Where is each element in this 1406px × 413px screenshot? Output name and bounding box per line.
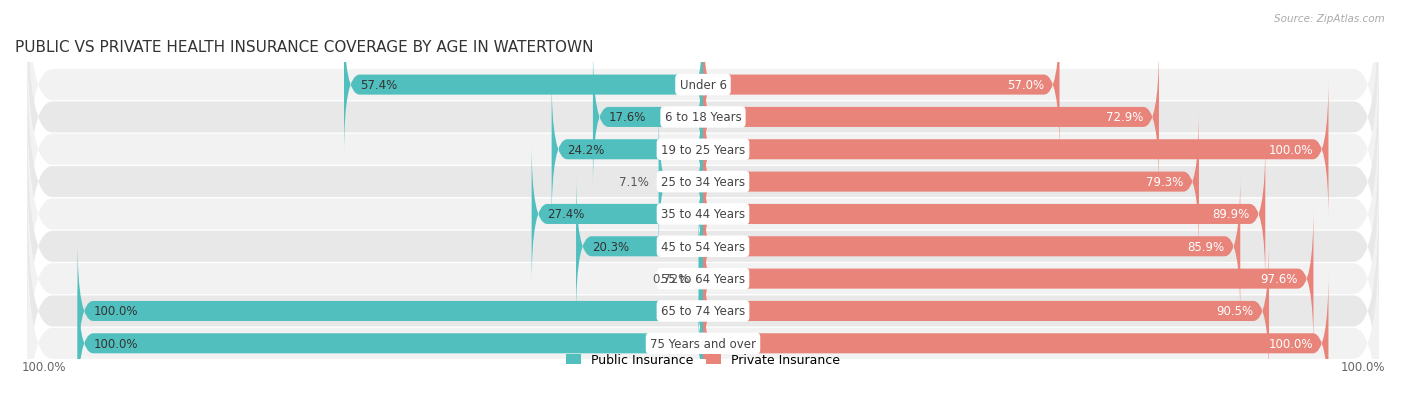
- FancyBboxPatch shape: [703, 273, 1329, 413]
- FancyBboxPatch shape: [703, 15, 1060, 156]
- FancyBboxPatch shape: [28, 230, 1378, 413]
- Text: 7.1%: 7.1%: [619, 176, 650, 189]
- FancyBboxPatch shape: [593, 47, 703, 188]
- Text: 100.0%: 100.0%: [1340, 360, 1385, 373]
- Text: 6 to 18 Years: 6 to 18 Years: [665, 111, 741, 124]
- FancyBboxPatch shape: [703, 240, 1270, 382]
- FancyBboxPatch shape: [28, 165, 1378, 392]
- Text: 57.0%: 57.0%: [1007, 79, 1043, 92]
- FancyBboxPatch shape: [28, 36, 1378, 263]
- Text: 25 to 34 Years: 25 to 34 Years: [661, 176, 745, 189]
- Legend: Public Insurance, Private Insurance: Public Insurance, Private Insurance: [561, 348, 845, 371]
- FancyBboxPatch shape: [28, 133, 1378, 360]
- Text: 97.6%: 97.6%: [1260, 273, 1298, 285]
- Text: 100.0%: 100.0%: [93, 337, 138, 350]
- Text: 79.3%: 79.3%: [1146, 176, 1184, 189]
- Text: 35 to 44 Years: 35 to 44 Years: [661, 208, 745, 221]
- Text: Source: ZipAtlas.com: Source: ZipAtlas.com: [1274, 14, 1385, 24]
- Text: 100.0%: 100.0%: [1268, 143, 1313, 157]
- FancyBboxPatch shape: [703, 112, 1199, 253]
- Text: 90.5%: 90.5%: [1216, 305, 1253, 318]
- FancyBboxPatch shape: [28, 4, 1378, 231]
- Text: 85.9%: 85.9%: [1188, 240, 1225, 253]
- FancyBboxPatch shape: [703, 176, 1240, 317]
- Text: 89.9%: 89.9%: [1212, 208, 1250, 221]
- FancyBboxPatch shape: [77, 273, 703, 413]
- Text: 27.4%: 27.4%: [547, 208, 585, 221]
- Text: 100.0%: 100.0%: [1268, 337, 1313, 350]
- Text: 17.6%: 17.6%: [609, 111, 645, 124]
- Text: 57.4%: 57.4%: [360, 79, 396, 92]
- FancyBboxPatch shape: [28, 0, 1378, 199]
- Text: 55 to 64 Years: 55 to 64 Years: [661, 273, 745, 285]
- FancyBboxPatch shape: [28, 198, 1378, 413]
- Text: 19 to 25 Years: 19 to 25 Years: [661, 143, 745, 157]
- FancyBboxPatch shape: [551, 79, 703, 221]
- Text: 75 Years and over: 75 Years and over: [650, 337, 756, 350]
- FancyBboxPatch shape: [576, 176, 703, 317]
- FancyBboxPatch shape: [703, 144, 1265, 285]
- FancyBboxPatch shape: [531, 144, 703, 285]
- FancyBboxPatch shape: [688, 208, 714, 349]
- FancyBboxPatch shape: [703, 208, 1313, 349]
- FancyBboxPatch shape: [344, 15, 703, 156]
- Text: 65 to 74 Years: 65 to 74 Years: [661, 305, 745, 318]
- Text: 72.9%: 72.9%: [1107, 111, 1143, 124]
- FancyBboxPatch shape: [28, 101, 1378, 328]
- Text: 100.0%: 100.0%: [93, 305, 138, 318]
- FancyBboxPatch shape: [703, 47, 1159, 188]
- FancyBboxPatch shape: [28, 69, 1378, 296]
- FancyBboxPatch shape: [77, 240, 703, 382]
- Text: 0.72%: 0.72%: [652, 273, 689, 285]
- Text: 45 to 54 Years: 45 to 54 Years: [661, 240, 745, 253]
- Text: Under 6: Under 6: [679, 79, 727, 92]
- Text: 24.2%: 24.2%: [567, 143, 605, 157]
- FancyBboxPatch shape: [703, 79, 1329, 221]
- Text: 20.3%: 20.3%: [592, 240, 628, 253]
- FancyBboxPatch shape: [658, 112, 703, 253]
- Text: 100.0%: 100.0%: [21, 360, 66, 373]
- Text: PUBLIC VS PRIVATE HEALTH INSURANCE COVERAGE BY AGE IN WATERTOWN: PUBLIC VS PRIVATE HEALTH INSURANCE COVER…: [15, 40, 593, 55]
